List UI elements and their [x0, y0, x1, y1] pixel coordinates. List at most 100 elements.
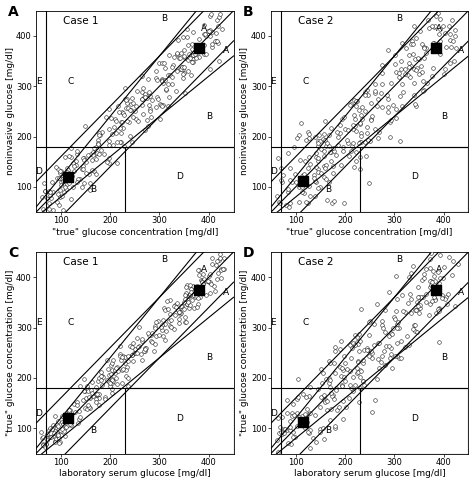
- Point: [314, 157, 322, 165]
- Point: [285, 204, 293, 212]
- Point: [46, 425, 53, 433]
- Point: [428, 73, 436, 80]
- Text: D: D: [35, 167, 42, 176]
- Point: [426, 284, 434, 291]
- Point: [67, 144, 75, 151]
- Point: [140, 347, 148, 355]
- Point: [49, 206, 56, 214]
- Point: [377, 358, 384, 366]
- Point: [128, 351, 136, 359]
- Point: [82, 394, 90, 402]
- Point: [72, 157, 79, 165]
- Point: [214, 270, 222, 277]
- Point: [395, 73, 402, 81]
- Point: [117, 138, 125, 146]
- Point: [355, 398, 363, 406]
- Point: [368, 408, 375, 416]
- Point: [349, 139, 357, 147]
- Point: [153, 67, 160, 75]
- Point: [64, 166, 72, 174]
- Point: [182, 289, 189, 297]
- Point: [66, 417, 74, 425]
- Point: [185, 283, 193, 291]
- Point: [391, 51, 399, 59]
- Point: [352, 127, 360, 135]
- Point: [399, 291, 406, 299]
- Point: [171, 311, 179, 318]
- Point: [356, 384, 363, 392]
- Point: [286, 423, 294, 431]
- Point: [299, 177, 307, 185]
- Point: [420, 274, 428, 282]
- Point: [53, 198, 61, 206]
- Point: [350, 111, 358, 119]
- Point: [117, 342, 124, 350]
- Point: [39, 440, 46, 448]
- Point: [103, 158, 111, 166]
- Point: [345, 152, 353, 160]
- Point: [436, 279, 443, 287]
- Point: [398, 102, 405, 110]
- Point: [305, 135, 312, 142]
- Point: [102, 113, 109, 121]
- Point: [309, 435, 317, 442]
- Point: [74, 176, 82, 183]
- Point: [365, 352, 373, 360]
- Point: [451, 27, 459, 34]
- Point: [318, 365, 325, 373]
- Point: [190, 292, 197, 300]
- Point: [168, 80, 175, 88]
- X-axis label: "true" glucose concentration [mg/dl]: "true" glucose concentration [mg/dl]: [52, 228, 218, 237]
- Text: E: E: [36, 76, 41, 86]
- Point: [131, 345, 138, 353]
- Point: [416, 304, 424, 312]
- Point: [176, 54, 183, 61]
- Point: [410, 65, 418, 73]
- Point: [320, 435, 328, 442]
- Point: [209, 255, 216, 262]
- Point: [343, 365, 350, 373]
- Point: [391, 315, 399, 323]
- Point: [408, 37, 416, 45]
- Point: [299, 418, 307, 426]
- Point: [414, 55, 422, 62]
- Point: [97, 132, 104, 139]
- Point: [212, 30, 219, 37]
- Point: [356, 374, 364, 381]
- Point: [275, 429, 283, 437]
- Point: [200, 280, 207, 288]
- Point: [84, 385, 92, 393]
- Point: [356, 366, 364, 374]
- Point: [357, 305, 365, 313]
- Point: [378, 103, 385, 110]
- Point: [345, 126, 352, 134]
- Point: [183, 281, 191, 289]
- Point: [435, 339, 442, 347]
- Point: [196, 293, 204, 301]
- Point: [58, 174, 65, 182]
- Point: [121, 354, 128, 362]
- Point: [220, 255, 228, 262]
- Point: [81, 180, 88, 187]
- Point: [451, 32, 459, 40]
- Point: [81, 121, 89, 129]
- Point: [158, 77, 165, 85]
- Point: [317, 169, 324, 177]
- Point: [159, 321, 166, 329]
- Point: [428, 278, 436, 286]
- Point: [121, 84, 129, 92]
- Text: E: E: [271, 318, 276, 327]
- Point: [284, 185, 292, 193]
- Point: [73, 150, 81, 157]
- Point: [295, 131, 303, 139]
- Point: [49, 421, 56, 429]
- Point: [402, 45, 410, 52]
- Point: [51, 437, 59, 445]
- Point: [347, 100, 355, 108]
- Point: [139, 110, 146, 118]
- Point: [40, 434, 47, 441]
- Point: [441, 30, 448, 37]
- Point: [406, 63, 413, 71]
- Point: [323, 142, 330, 150]
- Point: [106, 382, 113, 390]
